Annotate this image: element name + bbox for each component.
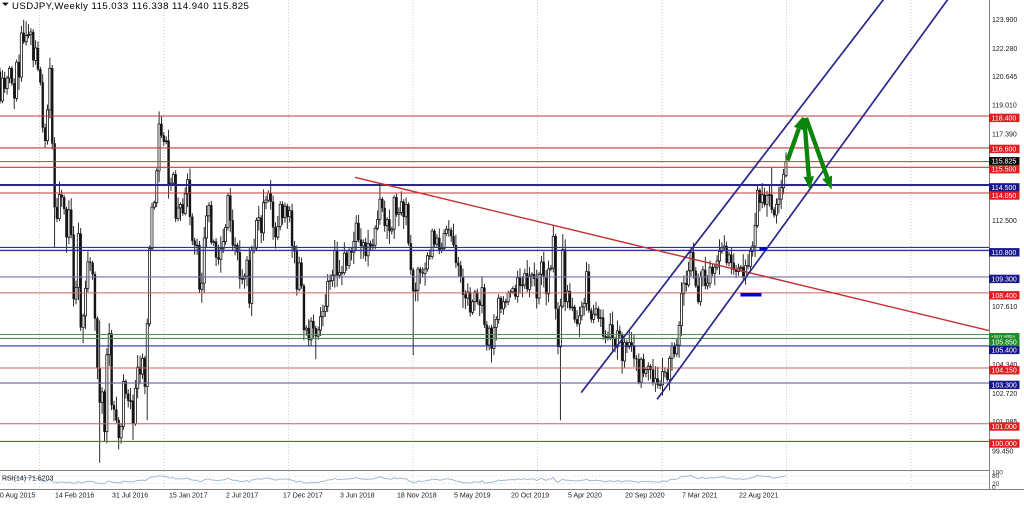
- svg-text:• BUY AREA: • BUY AREA: [992, 334, 1016, 339]
- svg-text:20 Sep 2020: 20 Sep 2020: [625, 493, 665, 500]
- svg-text:104.150: 104.150: [992, 368, 1017, 375]
- svg-text:7 Mar 2021: 7 Mar 2021: [682, 493, 718, 500]
- svg-text:14 Feb 2016: 14 Feb 2016: [55, 493, 94, 500]
- svg-text:101.000: 101.000: [992, 424, 1017, 431]
- svg-text:3 Jun 2018: 3 Jun 2018: [340, 493, 375, 500]
- svg-text:112.500: 112.500: [992, 218, 1017, 225]
- svg-text:109.300: 109.300: [992, 276, 1017, 283]
- svg-text:115.825: 115.825: [992, 159, 1017, 166]
- svg-text:120.645: 120.645: [992, 74, 1017, 81]
- svg-text:116.600: 116.600: [992, 146, 1017, 153]
- svg-text:100: 100: [992, 470, 1003, 477]
- svg-text:110.800: 110.800: [992, 250, 1017, 257]
- svg-text:119.010: 119.010: [992, 103, 1017, 110]
- svg-text:5 Apr 2020: 5 Apr 2020: [568, 493, 602, 500]
- svg-text:31 Jul 2016: 31 Jul 2016: [112, 493, 148, 500]
- svg-text:RSI(14) 71.6203: RSI(14) 71.6203: [2, 476, 53, 483]
- svg-text:114.500: 114.500: [992, 185, 1017, 192]
- svg-text:0: 0: [992, 485, 996, 492]
- svg-text:117.390: 117.390: [992, 131, 1017, 138]
- svg-text:22 Aug 2021: 22 Aug 2021: [739, 493, 778, 500]
- svg-text:102.720: 102.720: [992, 391, 1017, 398]
- svg-text:123.900: 123.900: [992, 17, 1017, 24]
- svg-text:5 May 2019: 5 May 2019: [454, 493, 491, 500]
- svg-text:104.340: 104.340: [992, 362, 1017, 369]
- svg-text:20: 20: [992, 481, 1000, 488]
- svg-text:80: 80: [992, 473, 1000, 480]
- svg-text:15 Jan 2017: 15 Jan 2017: [169, 493, 208, 500]
- svg-text:99.450: 99.450: [992, 449, 1014, 456]
- svg-text:USDJPY,Weekly 115.033 116.338: USDJPY,Weekly 115.033 116.338 114.940 11…: [12, 1, 249, 12]
- svg-text:18 Nov 2018: 18 Nov 2018: [397, 493, 437, 500]
- svg-text:122.280: 122.280: [992, 46, 1017, 53]
- svg-text:2 Jul 2017: 2 Jul 2017: [226, 493, 258, 500]
- svg-text:17 Dec 2017: 17 Dec 2017: [283, 493, 323, 500]
- svg-text:108.400: 108.400: [992, 293, 1017, 300]
- svg-text:115.500: 115.500: [992, 167, 1017, 174]
- svg-text:100.000: 100.000: [992, 441, 1017, 448]
- svg-text:107.610: 107.610: [992, 304, 1017, 311]
- svg-text:118.400: 118.400: [992, 115, 1017, 122]
- svg-text:103.300: 103.300: [992, 382, 1017, 389]
- svg-text:105.850: 105.850: [992, 340, 1017, 347]
- svg-text:30 Aug 2015: 30 Aug 2015: [0, 493, 35, 500]
- svg-text:20 Oct 2019: 20 Oct 2019: [511, 493, 549, 500]
- svg-text:105.400: 105.400: [992, 347, 1017, 354]
- svg-text:114.050: 114.050: [992, 193, 1017, 200]
